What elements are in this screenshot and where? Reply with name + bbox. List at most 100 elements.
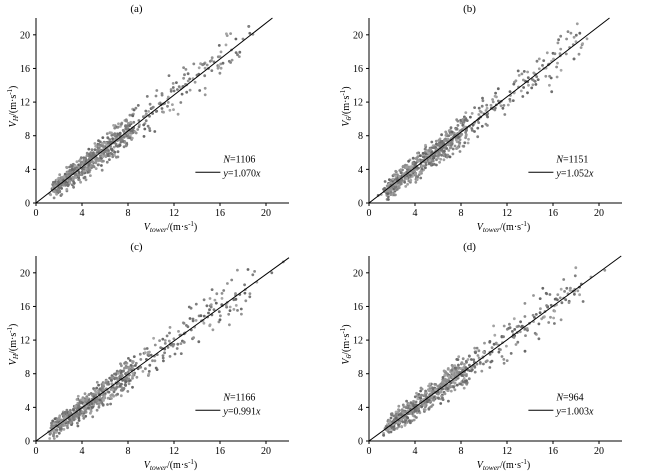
scatter-point [556, 298, 559, 302]
scatter-point [217, 320, 221, 324]
scatter-point [474, 351, 477, 355]
scatter-point [533, 80, 537, 83]
scatter-point [53, 184, 57, 188]
scatter-point [122, 387, 125, 391]
scatter-point [123, 141, 127, 144]
scatter-point [55, 192, 58, 196]
scatter-point [227, 312, 231, 316]
scatter-point [558, 52, 562, 56]
x-tick-label: 12 [169, 446, 179, 457]
scatter-point [217, 310, 221, 314]
y-tick-label: 0 [25, 437, 30, 448]
scatter-point [228, 323, 231, 327]
scatter-point [208, 324, 212, 328]
scatter-point [136, 128, 140, 131]
scatter-point [549, 315, 552, 319]
scatter-point [79, 156, 83, 160]
scatter-point [402, 405, 406, 409]
scatter-point [382, 433, 385, 437]
scatter-point [456, 124, 460, 127]
scatter-point [565, 37, 568, 41]
scatter-point [117, 381, 121, 385]
scatter-point [455, 127, 459, 131]
scatter-point [413, 409, 417, 413]
y-tick-label: 16 [353, 64, 363, 75]
scatter-point [131, 360, 135, 363]
scatter-point [110, 397, 113, 400]
scatter-point [458, 141, 462, 145]
scatter-point [131, 385, 134, 389]
scatter-point [559, 68, 563, 72]
scatter-point [422, 152, 425, 155]
scatter-point [502, 324, 506, 328]
scatter-point [85, 398, 88, 402]
scatter-point [203, 74, 207, 78]
scatter-point [414, 161, 418, 165]
scatter-point [71, 175, 75, 179]
x-tick-label: 16 [548, 446, 558, 457]
scatter-point [210, 69, 214, 72]
scatter-point [533, 331, 537, 335]
scatter-point [98, 398, 102, 402]
scatter-point [108, 141, 111, 145]
scatter-point [459, 121, 463, 125]
scatter-point [93, 148, 97, 152]
scatter-point [422, 155, 425, 159]
scatter-point [470, 369, 473, 373]
scatter-point [128, 113, 132, 117]
scatter-point [508, 97, 512, 101]
scatter-point [213, 298, 217, 302]
scatter-point [462, 144, 466, 148]
y-tick-label: 20 [353, 268, 363, 279]
scatter-point [411, 156, 415, 160]
scatter-point [470, 366, 473, 370]
scatter-point [186, 72, 190, 76]
scatter-point [171, 82, 175, 85]
scatter-point [441, 398, 445, 401]
scatter-point [447, 134, 451, 138]
scatter-point [51, 419, 55, 423]
y-tick-label: 0 [358, 199, 363, 210]
scatter-point [57, 176, 61, 180]
y-tick-label: 4 [358, 165, 363, 176]
scatter-point [131, 372, 135, 375]
scatter-point [72, 180, 75, 184]
x-tick-label: 4 [413, 208, 418, 219]
scatter-point [508, 90, 512, 93]
scatter-point [444, 130, 448, 134]
scatter-point [99, 154, 102, 158]
scatter-point [413, 395, 417, 399]
scatter-point [397, 423, 400, 427]
scatter-point [519, 320, 522, 324]
scatter-point [125, 124, 129, 128]
scatter-point [167, 339, 171, 343]
scatter-point [100, 164, 103, 167]
scatter-point [439, 148, 443, 152]
scatter-point [81, 398, 85, 402]
scatter-point [389, 193, 393, 197]
n-label: N=1106 [222, 154, 255, 165]
scatter-point [76, 421, 79, 425]
x-tick-label: 8 [126, 208, 131, 219]
scatter-point [167, 74, 171, 77]
scatter-point [500, 355, 504, 358]
scatter-point [536, 78, 540, 81]
scatter-point [442, 154, 446, 158]
scatter-point [419, 176, 423, 180]
scatter-point [445, 155, 449, 159]
scatter-point [93, 142, 97, 145]
scatter-point [114, 142, 118, 146]
scatter-point [188, 77, 192, 81]
scatter-point [98, 387, 102, 391]
scatter-point [485, 103, 489, 107]
panel-title: (d) [463, 241, 476, 253]
scatter-point [444, 134, 448, 137]
scatter-point [230, 58, 234, 62]
scatter-point [531, 83, 535, 87]
scatter-point [91, 164, 95, 167]
scatter-point [424, 143, 427, 147]
scatter-point [442, 158, 446, 162]
scatter-point [177, 85, 181, 88]
scatter-point [82, 158, 86, 162]
x-axis-label: Vtower/(m·s-1) [144, 458, 198, 472]
